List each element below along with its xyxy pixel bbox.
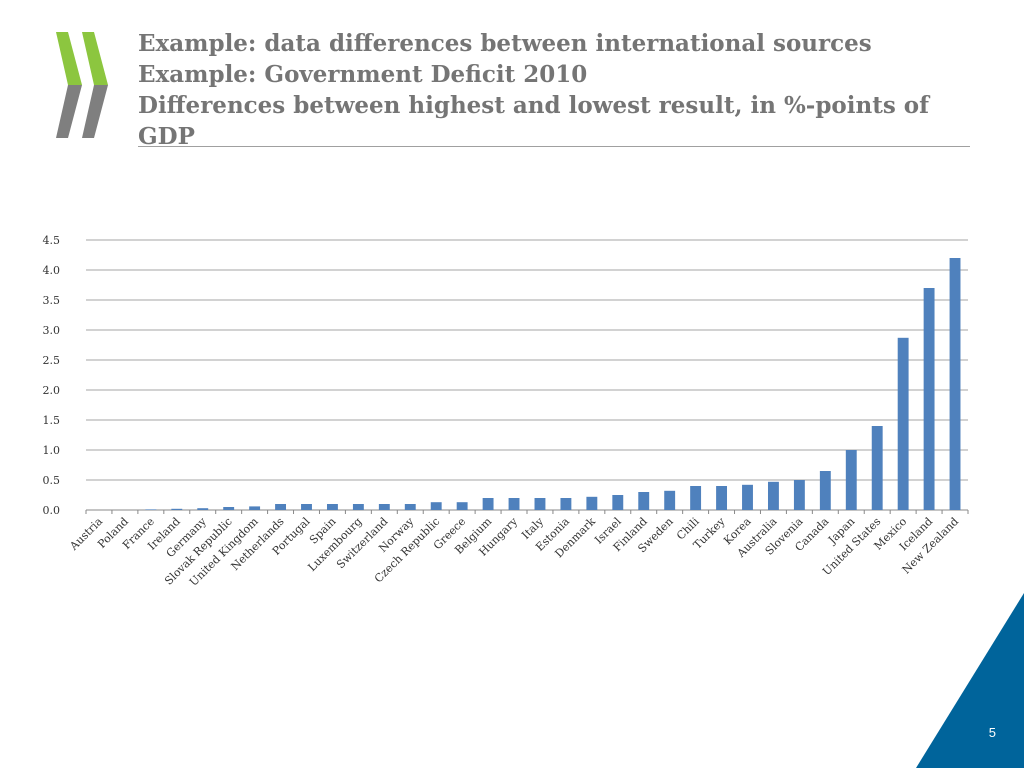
bar [249, 506, 261, 510]
y-tick-label: 2.5 [43, 354, 61, 367]
bar [716, 486, 728, 510]
bar [845, 450, 857, 510]
bar [638, 492, 650, 510]
y-tick-label: 3.0 [43, 324, 61, 337]
bar [819, 471, 831, 510]
bar [793, 480, 805, 510]
bar [378, 504, 390, 510]
chart-gridlines [86, 239, 968, 511]
bar [301, 504, 312, 510]
bar [690, 486, 702, 510]
bar [275, 504, 287, 510]
page-number: 5 [988, 725, 996, 740]
bar [404, 504, 416, 510]
bar [534, 498, 546, 510]
title-line-3: Differences between highest and lowest r… [138, 92, 930, 119]
bar [145, 509, 157, 510]
bar [197, 508, 209, 510]
x-tick-label: Austria [67, 515, 106, 554]
logo-chevron-green-1 [56, 32, 82, 85]
corner-decoration [916, 593, 1024, 768]
chart-bars [145, 258, 961, 510]
title-line-4: GDP [138, 123, 195, 150]
slide-title: Example: data differences between intern… [138, 28, 968, 152]
bar [949, 258, 961, 510]
bar [871, 426, 883, 510]
y-tick-label: 3.5 [43, 294, 61, 307]
y-tick-label: 1.5 [43, 414, 61, 427]
logo-chevron-gray-1 [56, 85, 82, 138]
corner-triangle [916, 593, 1024, 768]
y-tick-label: 4.0 [43, 264, 61, 277]
y-tick-label: 4.5 [43, 234, 61, 247]
bar [897, 337, 909, 510]
bar [352, 504, 364, 510]
y-tick-label: 0.5 [43, 474, 61, 487]
logo-chevron-green-2 [82, 32, 108, 85]
x-axis-ticks: AustriaPolandFranceIrelandGermanySlovak … [67, 510, 969, 589]
y-axis-ticks: 0.0 0.5 1.0 1.5 2.0 2.5 3.0 3.5 4.0 4.5 [43, 234, 61, 517]
y-tick-label: 2.0 [43, 384, 61, 397]
bar [223, 507, 235, 510]
oecd-logo [56, 32, 108, 138]
bar [767, 481, 779, 510]
title-line-1: Example: data differences between intern… [138, 30, 872, 57]
bar [586, 496, 598, 510]
title-line-2: Example: Government Deficit 2010 [138, 61, 588, 88]
bar [326, 504, 338, 510]
y-tick-label: 1.0 [43, 444, 61, 457]
y-tick-label: 0.0 [43, 504, 61, 517]
bar [560, 498, 572, 510]
bar [171, 508, 183, 510]
bar [742, 484, 753, 510]
logo-chevron-gray-2 [82, 85, 108, 138]
title-divider [138, 146, 970, 147]
bar [456, 502, 468, 510]
bar [482, 498, 494, 510]
bar [923, 288, 935, 510]
bar [612, 495, 624, 510]
bar [430, 502, 442, 510]
bar [508, 498, 520, 510]
bar [664, 490, 676, 510]
